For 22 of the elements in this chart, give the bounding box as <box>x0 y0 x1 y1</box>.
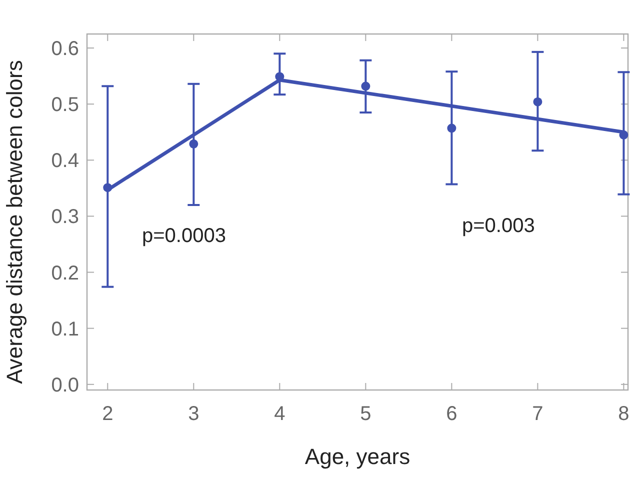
y-tick-label: 0.4 <box>51 150 79 172</box>
x-tick-label: 2 <box>102 403 114 425</box>
y-tick-label: 0.2 <box>51 262 79 284</box>
x-tick-label: 6 <box>446 403 458 425</box>
y-tick-label: 0.3 <box>51 206 79 228</box>
point <box>533 97 542 106</box>
annotation: p=0.003 <box>462 215 535 237</box>
point <box>447 124 456 133</box>
x-tick-label: 3 <box>188 403 200 425</box>
y-tick-label: 0.1 <box>51 318 79 340</box>
y-tick-label: 0.0 <box>51 374 79 396</box>
x-axis-title: Age, years <box>304 444 410 469</box>
x-tick-label: 4 <box>274 403 286 425</box>
point <box>189 139 198 148</box>
y-axis-title: Average distance between colors <box>2 60 27 384</box>
x-tick-label: 8 <box>618 403 630 425</box>
x-tick-label: 7 <box>532 403 544 425</box>
annotation: p=0.0003 <box>142 225 226 247</box>
y-tick-label: 0.6 <box>51 38 79 60</box>
x-tick-label: 5 <box>360 403 372 425</box>
y-tick-label: 0.5 <box>51 94 79 116</box>
point <box>361 82 370 91</box>
